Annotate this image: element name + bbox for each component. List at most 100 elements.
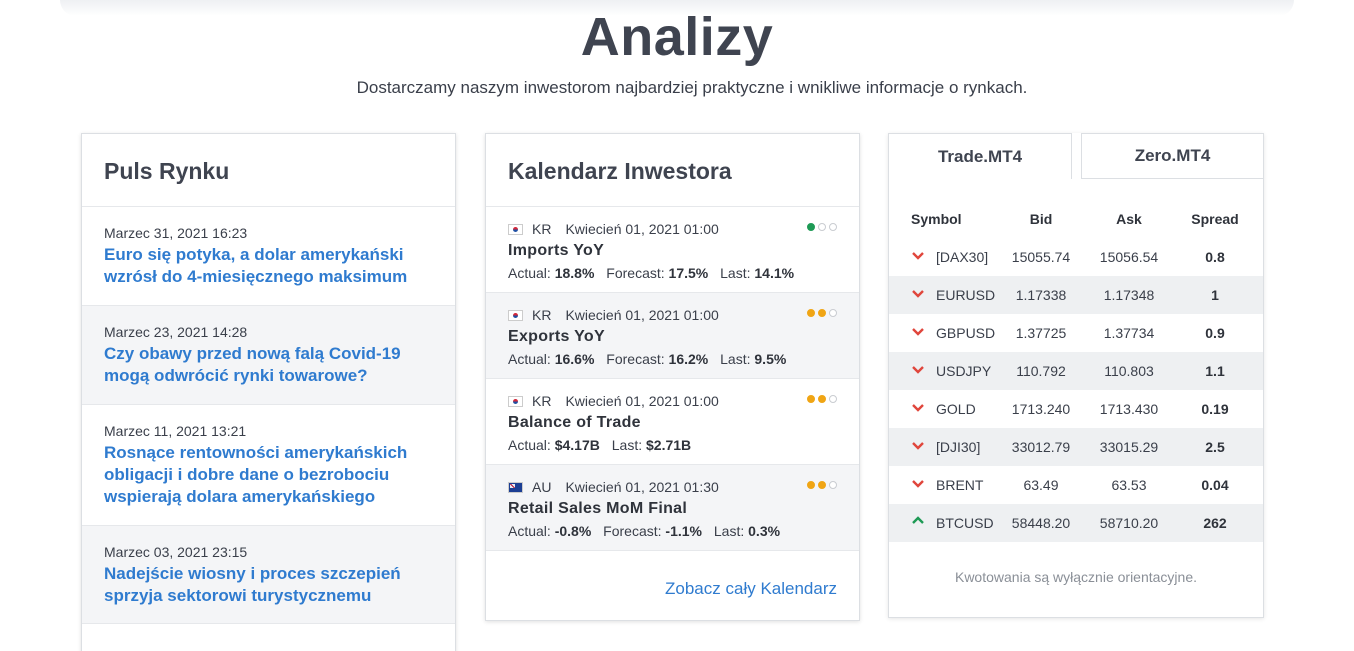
event-country: KR (532, 307, 552, 323)
puls-date: Marzec 31, 2021 16:23 (104, 225, 248, 241)
actual-value: -0.8% (554, 523, 592, 539)
event-values: Actual: 16.6% Forecast: 16.2% Last: 9.5% (508, 351, 837, 367)
event-country: AU (532, 479, 552, 495)
quote-bid: 15055.74 (1011, 249, 1071, 265)
actual-label: Actual: (508, 437, 551, 453)
importance-dot (818, 309, 826, 317)
quote-spread: 1.1 (1205, 363, 1225, 379)
arrow-down-icon (911, 324, 925, 338)
forecast-label: Forecast: (606, 265, 665, 281)
quote-bid: 110.792 (1016, 363, 1066, 379)
page-subtitle: Dostarczamy naszym inwestorom najbardzie… (356, 78, 1028, 97)
puls-headline-link[interactable]: Czy obawy przed nową falą Covid-19 mogą … (104, 344, 401, 385)
last-label: Last: (720, 265, 751, 281)
puls-headline-link[interactable]: Euro się potyka, a dolar amerykański wzr… (104, 245, 408, 286)
quote-ask: 1.37734 (1103, 325, 1155, 341)
quote-ask: 15056.54 (1099, 249, 1159, 265)
actual-label: Actual: (508, 523, 551, 539)
quote-row[interactable]: USDJPY 110.792 110.803 1.1 (889, 352, 1263, 390)
kr-flag-icon (508, 223, 523, 235)
quote-spread: 2.5 (1205, 439, 1225, 455)
quote-bid: 63.49 (1023, 477, 1059, 493)
quote-ask: 58710.20 (1099, 515, 1159, 531)
last-label: Last: (720, 351, 751, 367)
arrow-down-icon (911, 248, 925, 262)
quote-row[interactable]: BTCUSD 58448.20 58710.20 262 (889, 504, 1263, 542)
kr-flag-icon (508, 309, 523, 321)
quote-spread: 0.04 (1201, 477, 1229, 493)
puls-headline-link[interactable]: Rosnące rentowności amerykańskich obliga… (104, 443, 408, 506)
quote-bid: 33012.79 (1011, 439, 1071, 455)
quote-bid: 1.17338 (1015, 287, 1067, 303)
quote-ask: 110.803 (1104, 363, 1154, 379)
kalendarz-footer: Zobacz cały Kalendarz (486, 551, 859, 599)
quote-symbol: USDJPY (936, 363, 992, 379)
quote-row[interactable]: [DAX30] 15055.74 15056.54 0.8 (889, 238, 1263, 276)
col-bid: Bid (1029, 211, 1053, 227)
forecast-value: 17.5% (668, 265, 709, 281)
quote-symbol: EURUSD (936, 287, 996, 303)
actual-label: Actual: (508, 351, 551, 367)
puls-rynku-title: Puls Rynku (82, 134, 455, 207)
quote-symbol: [DJI30] (936, 439, 981, 455)
importance-indicator (807, 481, 837, 489)
forecast-value: -1.1% (665, 523, 702, 539)
puls-date: Marzec 03, 2021 23:15 (104, 544, 248, 560)
quote-row[interactable]: GBPUSD 1.37725 1.37734 0.9 (889, 314, 1263, 352)
actual-label: Actual: (508, 265, 551, 281)
importance-dot (818, 395, 826, 403)
actual-value: 16.6% (554, 351, 595, 367)
last-value: 0.3% (748, 523, 781, 539)
col-spread: Spread (1191, 211, 1239, 227)
importance-dot (807, 309, 815, 317)
arrow-down-icon (911, 438, 925, 452)
calendar-event[interactable]: KR Kwiecień 01, 2021 01:00 Exports YoY A… (486, 293, 859, 379)
importance-dot (818, 223, 826, 231)
last-value: $2.71B (646, 437, 692, 453)
tab-trade-mt4[interactable]: Trade.MT4 (888, 133, 1072, 179)
importance-indicator (807, 309, 837, 317)
puls-item: Marzec 23, 2021 14:28 Czy obawy przed no… (82, 306, 455, 405)
quote-symbol: BTCUSD (936, 515, 994, 531)
quote-spread: 0.9 (1205, 325, 1225, 341)
event-datetime: Kwiecień 01, 2021 01:00 (565, 307, 719, 323)
calendar-event[interactable]: KR Kwiecień 01, 2021 01:00 Balance of Tr… (486, 379, 859, 465)
see-full-calendar-link[interactable]: Zobacz cały Kalendarz (665, 579, 837, 598)
quotes-tabs: Trade.MT4 Zero.MT4 (888, 133, 1264, 179)
quote-row[interactable]: EURUSD 1.17338 1.17348 1 (889, 276, 1263, 314)
kalendarz-card: Kalendarz Inwestora KR Kwiecień 01, 2021… (485, 133, 860, 621)
quote-symbol: [DAX30] (936, 249, 989, 265)
forecast-value: 16.2% (668, 351, 709, 367)
calendar-event[interactable]: KR Kwiecień 01, 2021 01:00 Imports YoY A… (486, 207, 859, 293)
event-name: Balance of Trade (508, 414, 641, 431)
forecast-label: Forecast: (606, 351, 665, 367)
tab-zero-mt4[interactable]: Zero.MT4 (1081, 133, 1264, 179)
importance-dot (807, 223, 815, 231)
quote-row[interactable]: GOLD 1713.240 1713.430 0.19 (889, 390, 1263, 428)
importance-indicator (807, 223, 837, 231)
arrow-down-icon (911, 362, 925, 376)
event-name: Retail Sales MoM Final (508, 500, 688, 517)
importance-dot (807, 395, 815, 403)
puls-headline-link[interactable]: Nadejście wiosny i proces szczepień sprz… (104, 564, 401, 605)
last-label: Last: (713, 523, 745, 539)
arrow-up-icon (911, 514, 925, 528)
top-shade (60, 0, 1294, 16)
last-value: 14.1% (754, 265, 795, 281)
quote-row[interactable]: [DJI30] 33012.79 33015.29 2.5 (889, 428, 1263, 466)
kr-flag-icon (508, 395, 523, 407)
event-datetime: Kwiecień 01, 2021 01:00 (565, 393, 719, 409)
importance-dot (818, 481, 826, 489)
event-country: KR (532, 393, 552, 409)
kalendarz-title: Kalendarz Inwestora (486, 134, 859, 207)
puls-rynku-card: Puls Rynku Marzec 31, 2021 16:23 Euro si… (81, 133, 456, 651)
quote-row[interactable]: BRENT 63.49 63.53 0.04 (889, 466, 1263, 504)
quotes-note: Kwotowania są wyłącznie orientacyjne. (954, 569, 1197, 585)
calendar-event[interactable]: AU Kwiecień 01, 2021 01:30 Retail Sales … (486, 465, 859, 551)
event-name: Exports YoY (508, 328, 605, 345)
importance-dot (829, 309, 837, 317)
quote-bid: 58448.20 (1011, 515, 1071, 531)
quote-ask: 1713.430 (1099, 401, 1159, 417)
quote-symbol: BRENT (936, 477, 984, 493)
col-ask: Ask (1116, 211, 1142, 227)
